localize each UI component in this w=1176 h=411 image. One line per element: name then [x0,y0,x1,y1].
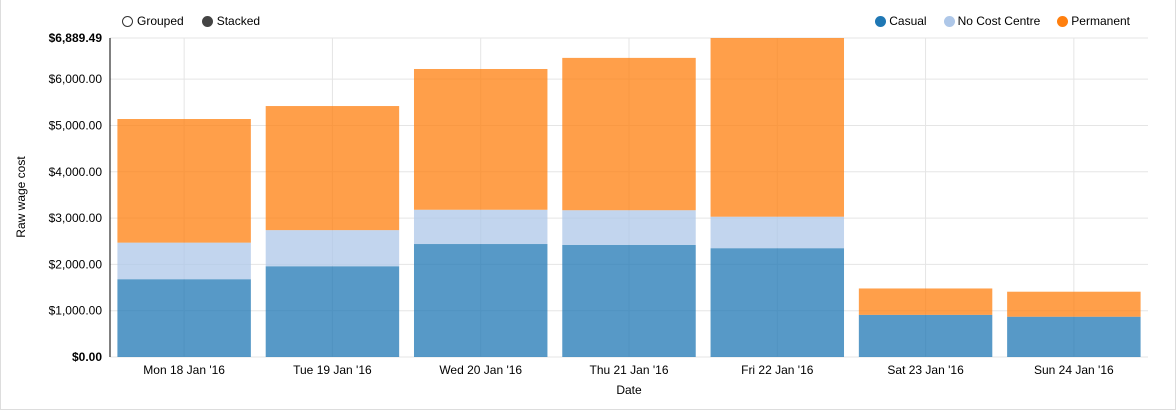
x-tick-label: Thu 21 Jan '16 [589,363,668,377]
bar-segment-casual[interactable] [562,244,696,357]
x-tick-label: Mon 18 Jan '16 [143,363,225,377]
x-axis: Mon 18 Jan '16 Tue 19 Jan '16 Wed 20 Jan '… [143,363,1114,377]
legend-permanent-dot-icon [1057,15,1069,27]
bar-segment-permanent[interactable] [858,288,993,315]
grouped-radio-icon[interactable] [122,15,133,27]
bar-segment-casual[interactable] [1007,316,1141,357]
bar-segment-permanent[interactable] [117,119,251,243]
legend-casual-label: Casual [889,14,927,28]
y-tick-label: $0.00 [72,350,102,364]
y-tick-label: $4,000.00 [49,165,103,179]
bar-segment-permanent[interactable] [265,106,400,231]
bar-segment-permanent[interactable] [413,68,548,210]
y-axis: $0.00 $1,000.00 $2,000.00 $3,000.00 $4,000.0… [49,31,111,364]
grouped-toggle[interactable]: Grouped [122,14,184,28]
x-tick-label: Sat 23 Jan '16 [887,363,964,377]
legend-no-cost-centre-label: No Cost Centre [957,14,1041,28]
bar-segment-no-cost-centre[interactable] [562,210,696,245]
legend-no-cost-centre-dot-icon [943,15,955,27]
legend-item-casual[interactable]: Casual [875,14,927,28]
y-axis-label: Raw wage cost [14,156,28,238]
bars [117,38,1141,357]
bar-segment-permanent[interactable] [710,38,845,217]
y-tick-label: $6,000.00 [49,72,103,86]
bar-segment-permanent[interactable] [562,57,696,211]
stacked-label: Stacked [216,14,261,28]
bar-segment-no-cost-centre[interactable] [710,216,845,249]
y-tick-label: $2,000.00 [49,257,103,271]
y-tick-label: $5,000.00 [49,118,103,132]
x-tick-label: Wed 20 Jan '16 [439,363,522,377]
x-tick-label: Sun 24 Jan '16 [1034,363,1114,377]
y-tick-label: $1,000.00 [49,304,103,318]
bar-segment-no-cost-centre[interactable] [117,242,251,280]
bar-segment-casual[interactable] [858,314,993,357]
bar-segment-casual[interactable] [265,266,400,357]
bar-segment-no-cost-centre[interactable] [413,209,548,245]
chart-legend: Casual No Cost Centre Permanent [875,14,1130,28]
x-tick-label: Fri 22 Jan '16 [741,363,814,377]
stacked-toggle[interactable]: Stacked [201,14,261,28]
legend-item-no-cost-centre[interactable]: No Cost Centre [943,14,1041,28]
bar-segment-permanent[interactable] [1007,291,1141,317]
x-axis-label: Date [616,383,642,397]
legend-item-permanent[interactable]: Permanent [1057,14,1130,28]
legend-permanent-label: Permanent [1071,14,1130,28]
bar-segment-casual[interactable] [710,248,845,357]
bar-segment-no-cost-centre[interactable] [265,230,400,267]
bar-segment-casual[interactable] [117,279,251,357]
grouped-label: Grouped [137,14,184,28]
bar-segment-casual[interactable] [413,244,548,357]
legend-casual-dot-icon [875,15,887,27]
y-tick-label: $6,889.49 [49,31,103,45]
stacked-radio-icon[interactable] [201,15,213,27]
x-tick-label: Tue 19 Jan '16 [293,363,372,377]
chart-mode-controls: Grouped Stacked [122,14,260,28]
y-tick-label: $3,000.00 [49,211,103,225]
